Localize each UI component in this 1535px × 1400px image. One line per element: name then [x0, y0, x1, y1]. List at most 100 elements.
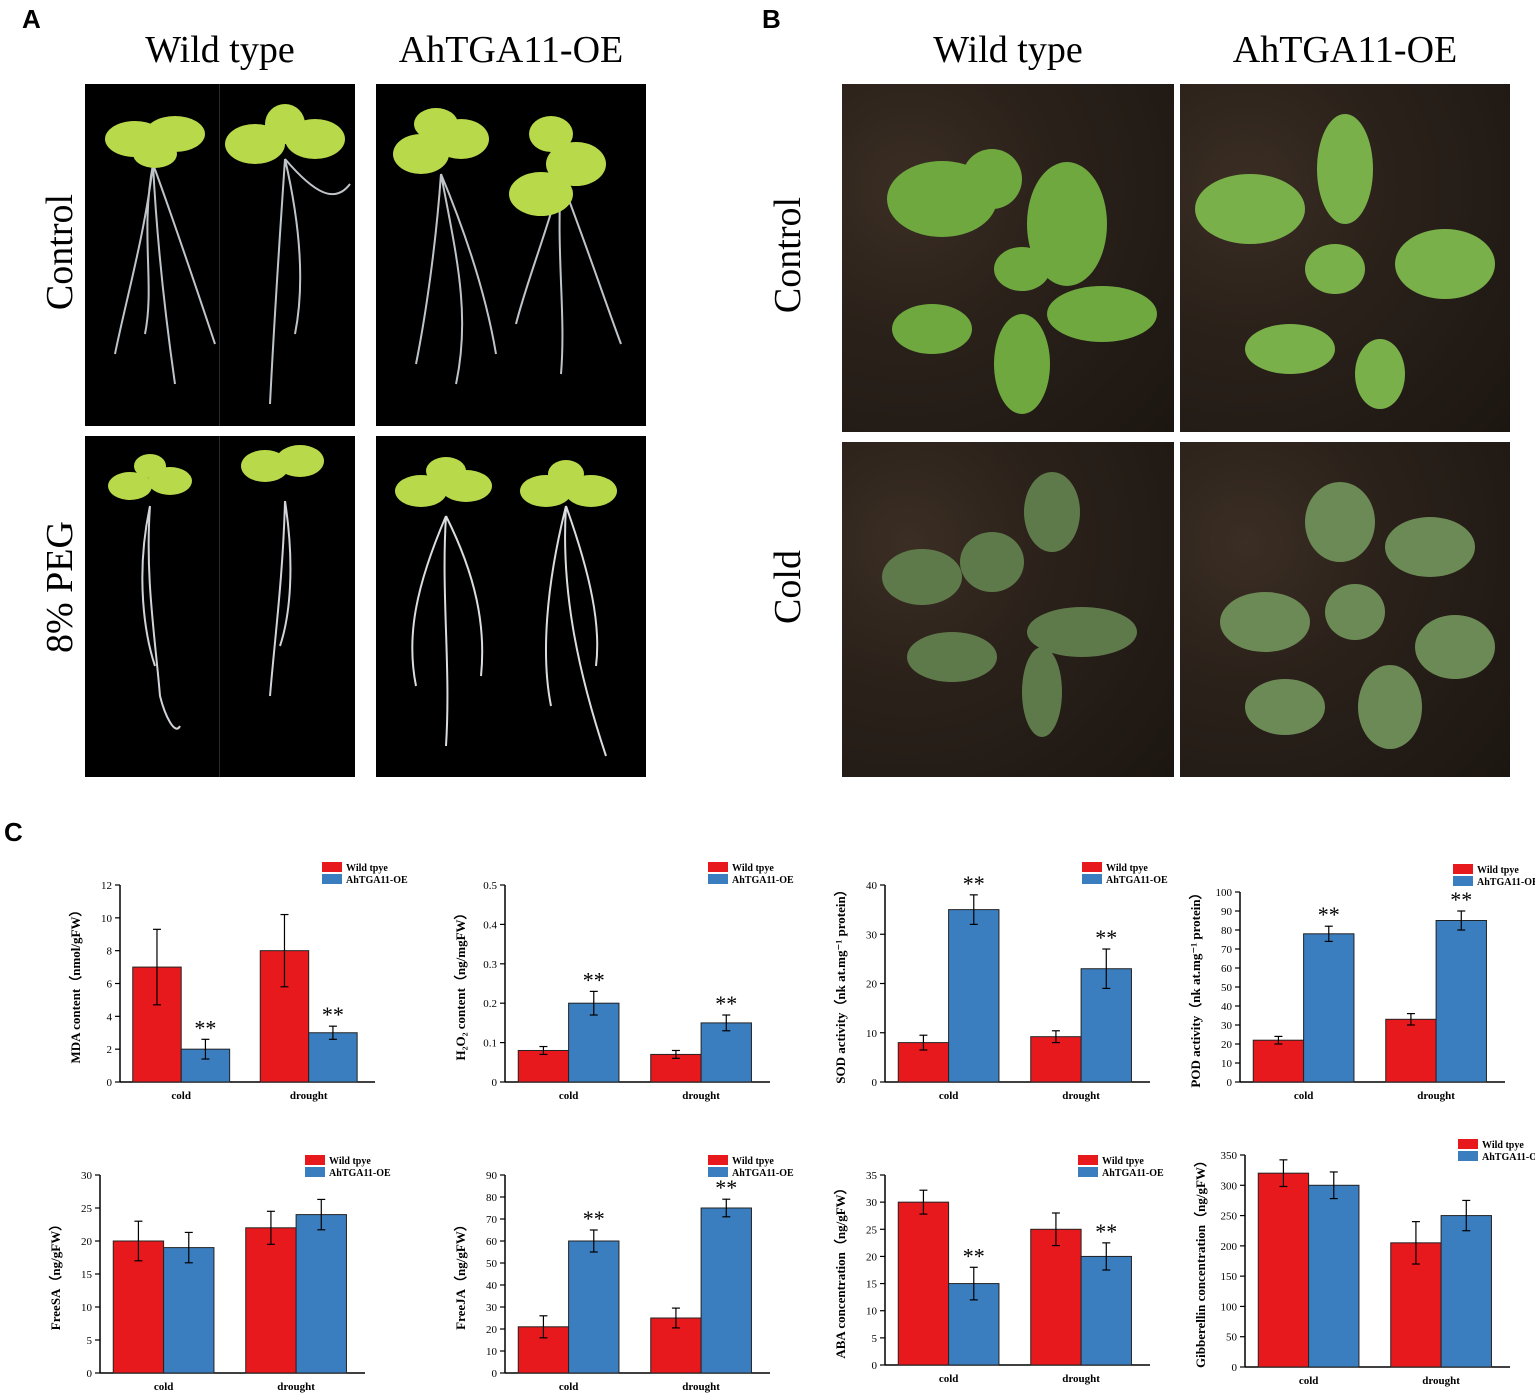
panel-b-photo-oe-control	[1180, 84, 1510, 432]
y-tick-label: 25	[866, 1224, 878, 1236]
y-tick-label: 5	[872, 1333, 878, 1345]
y-tick-label: 100	[1216, 887, 1233, 899]
legend-swatch	[322, 862, 342, 872]
significance-mark: **	[1450, 887, 1472, 912]
legend-label: Wild tpye	[1477, 865, 1519, 876]
seedling-illustration	[395, 457, 617, 757]
y-tick-label: 300	[1221, 1180, 1238, 1192]
y-axis-label: ABA concentration（ng/gFW）	[833, 1181, 848, 1358]
x-tick-label: cold	[154, 1381, 174, 1393]
significance-mark: **	[715, 991, 737, 1016]
rosette-illustration	[1195, 114, 1495, 409]
legend-swatch	[1078, 1155, 1098, 1165]
legend-swatch	[305, 1167, 325, 1177]
panel-b-photo-wt-control	[842, 84, 1174, 432]
y-tick-label: 80	[486, 1192, 498, 1204]
chart-gibberellin: 0 50 100 150 200 250 300 350 Gibberellin concent…	[1193, 1139, 1535, 1387]
y-tick-label: 20	[866, 1251, 878, 1263]
seedling-illustration	[393, 108, 622, 385]
y-tick-label: 50	[1226, 1332, 1238, 1344]
y-tick-label: 40	[1221, 1001, 1233, 1013]
x-tick-label: cold	[559, 1090, 579, 1102]
chart-freesa: 0 5 10 15 20 25 30 FreeSA（ng/gFW） cold drought Wil…	[48, 1155, 391, 1393]
significance-mark: **	[963, 871, 985, 896]
chart-freeja: 0 10 20 30 40 50 60 70 80 90 FreeJA（ng/gFW） ** cold *…	[453, 1155, 794, 1393]
photo-divider	[219, 436, 220, 777]
legend-swatch	[1078, 1167, 1098, 1177]
y-tick-label: 0	[87, 1368, 93, 1380]
panel-a-col-oe: AhTGA11-OE	[398, 29, 624, 71]
y-tick-label: 25	[81, 1203, 93, 1215]
y-tick-label: 150	[1221, 1271, 1238, 1283]
y-tick-label: 30	[81, 1170, 93, 1182]
x-tick-label: cold	[939, 1090, 959, 1102]
legend-swatch	[1453, 864, 1473, 874]
significance-mark: **	[715, 1175, 737, 1200]
y-tick-label: 10	[486, 1346, 498, 1358]
y-tick-label: 30	[866, 929, 878, 941]
y-tick-label: 2	[107, 1044, 113, 1056]
y-tick-label: 0.4	[483, 919, 497, 931]
y-tick-label: 20	[866, 979, 878, 991]
x-tick-label: cold	[559, 1381, 579, 1393]
y-tick-label: 10	[866, 1028, 878, 1040]
panel-letter-b: B	[762, 4, 781, 34]
legend-label: Wild tpye	[1482, 1140, 1524, 1151]
x-tick-label: drought	[682, 1090, 720, 1102]
chart-sod: 0 10 20 30 40 SOD activity（nk at.mg⁻¹ protein…	[833, 862, 1168, 1102]
legend-swatch	[1453, 876, 1473, 886]
y-axis-label: FreeJA（ng/gFW）	[453, 1218, 468, 1330]
legend-swatch	[322, 874, 342, 884]
y-tick-label: 20	[1221, 1039, 1233, 1051]
panel-a-photo-oe-peg	[376, 436, 646, 777]
y-tick-label: 50	[486, 1258, 498, 1270]
y-tick-label: 12	[101, 880, 112, 892]
x-tick-label: drought	[290, 1090, 328, 1102]
y-tick-label: 5	[87, 1335, 93, 1347]
bar-drought-wild-type	[245, 1227, 297, 1374]
legend-swatch	[1082, 862, 1102, 872]
y-axis-label: MDA content（nmol/gFW）	[68, 904, 83, 1064]
bar-cold-oe	[163, 1247, 215, 1374]
legend-label: Wild tpye	[1106, 863, 1148, 874]
significance-mark: **	[583, 967, 605, 992]
legend-label: AhTGA11-OE	[329, 1168, 391, 1179]
x-tick-label: drought	[1422, 1375, 1460, 1387]
rosette-illustration	[1220, 482, 1495, 749]
rosette-illustration	[887, 149, 1157, 414]
chart-h2o2: 0 0.1 0.2 0.3 0.4 0.5 H₂O₂ content（ng/mgFW） ** c…	[453, 862, 794, 1102]
bar-cold-wild-type	[897, 1201, 950, 1366]
y-tick-label: 10	[866, 1306, 878, 1318]
y-tick-label: 0.3	[483, 959, 497, 971]
panel-a-photo-oe-control	[376, 84, 646, 426]
chart-pod: 0 10 20 30 40 50 60 70 80 90 100 POD activity（nk at…	[1188, 864, 1535, 1102]
legend-label: AhTGA11-OE	[346, 875, 408, 886]
y-tick-label: 80	[1221, 925, 1233, 937]
y-tick-label: 100	[1221, 1301, 1238, 1313]
bar-drought-oe	[1440, 1215, 1492, 1368]
y-tick-label: 35	[866, 1170, 878, 1182]
y-tick-label: 0	[872, 1360, 878, 1372]
x-tick-label: cold	[939, 1373, 959, 1385]
y-tick-label: 8	[107, 946, 113, 958]
significance-mark: **	[1095, 925, 1117, 950]
bar-cold-wild-type	[1252, 1039, 1305, 1083]
bar-drought-oe	[308, 1032, 358, 1083]
y-axis-label: POD activity（nk at.mg⁻¹ protein）	[1188, 886, 1203, 1087]
y-tick-label: 0.5	[483, 880, 497, 892]
y-tick-label: 30	[486, 1302, 498, 1314]
legend-label: AhTGA11-OE	[732, 875, 794, 886]
legend-label: Wild tpye	[732, 863, 774, 874]
legend-label: Wild tpye	[346, 863, 388, 874]
y-tick-label: 250	[1221, 1211, 1238, 1223]
y-tick-label: 30	[1221, 1020, 1233, 1032]
y-tick-label: 15	[866, 1279, 878, 1291]
y-tick-label: 0	[492, 1077, 498, 1089]
y-tick-label: 60	[1221, 963, 1233, 975]
chart-mda: 0 2 4 6 8 10 12 MDA content（nmol/gFW） ** cold ** dr…	[68, 862, 408, 1102]
bar-drought-wild-type	[1385, 1018, 1437, 1083]
panel-a-photo-wt-peg	[85, 436, 355, 777]
bar-cold-oe	[1303, 933, 1355, 1083]
bar-drought-oe	[295, 1214, 347, 1374]
y-tick-label: 0	[492, 1368, 498, 1380]
